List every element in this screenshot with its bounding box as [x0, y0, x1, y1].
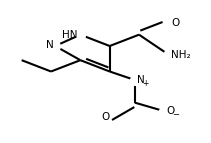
Text: HN: HN [62, 30, 77, 40]
Text: +: + [142, 79, 149, 88]
Text: O: O [167, 106, 175, 116]
Text: NH₂: NH₂ [171, 49, 191, 59]
Text: O: O [171, 18, 179, 28]
Text: −: − [173, 110, 180, 119]
Text: O: O [101, 113, 110, 123]
Text: N: N [137, 75, 145, 85]
Text: N: N [46, 40, 54, 50]
